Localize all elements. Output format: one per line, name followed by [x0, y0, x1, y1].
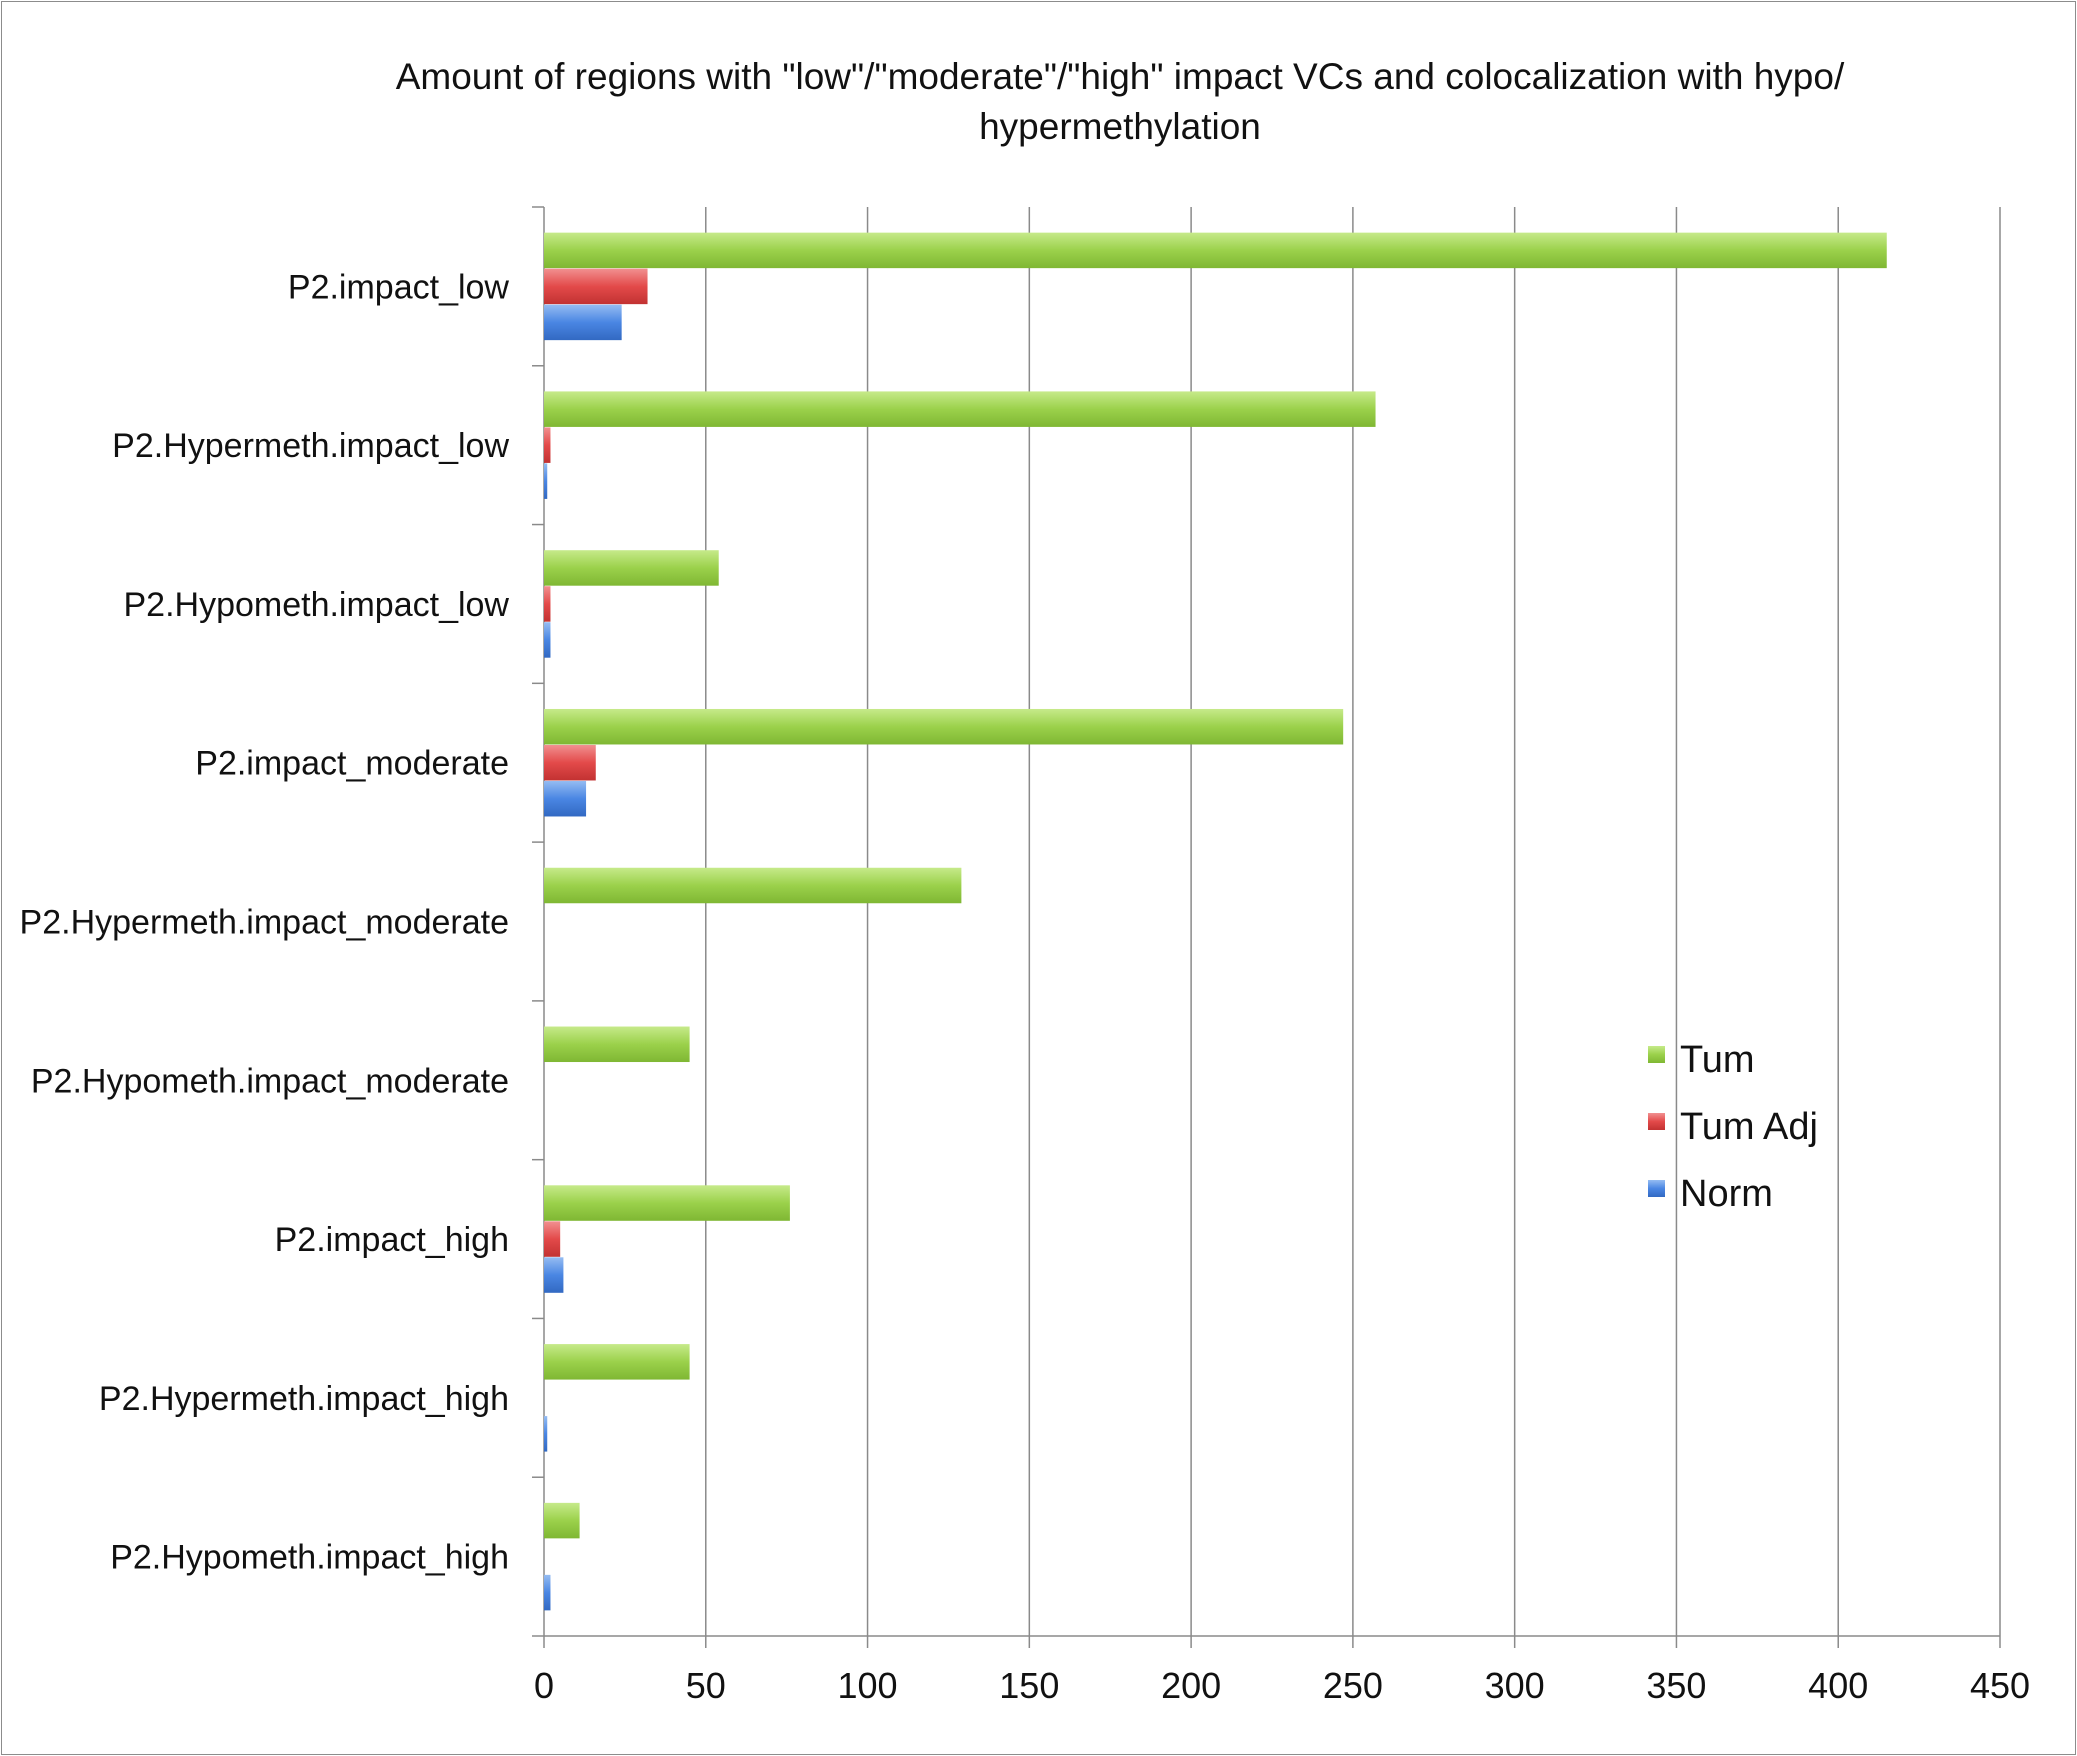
chart-title: Amount of regions with "low"/"moderate"/…: [395, 56, 1845, 147]
bar-norm: [544, 780, 587, 817]
x-tick-label: 0: [534, 1665, 554, 1706]
legend: Tum Tum Adj Norm: [1648, 1039, 1818, 1215]
legend-swatch: [1648, 1180, 1665, 1197]
legend-swatch: [1648, 1113, 1665, 1130]
bar-tum: [544, 1026, 690, 1063]
bar-tum: [544, 391, 1376, 427]
x-tick-label: 250: [1323, 1665, 1383, 1706]
bar-tum: [544, 1185, 790, 1221]
bar-tum: [544, 867, 962, 904]
category-label: P2.Hypometh.impact_low: [123, 586, 509, 624]
x-tick-label: 400: [1808, 1665, 1868, 1706]
category-label: P2.impact_high: [275, 1221, 509, 1259]
bar-norm: [544, 304, 622, 341]
x-tick-label: 350: [1646, 1665, 1706, 1706]
x-tick-label: 200: [1161, 1665, 1221, 1706]
category-label: P2.Hypometh.impact_high: [110, 1539, 509, 1577]
bar-tum-adj: [544, 268, 648, 305]
axis-labels: 0 50 100 150 200 250 300 350 400 450 P2.impact_low…: [20, 268, 2030, 1706]
gridlines: [705, 207, 2001, 1636]
bars: [544, 232, 1887, 1611]
bar-tum: [544, 1344, 690, 1380]
bar-tum: [544, 1502, 580, 1539]
category-label: P2.Hypermeth.impact_moderate: [20, 904, 509, 942]
legend-swatch: [1648, 1046, 1665, 1063]
bar-norm: [544, 1574, 551, 1611]
bar-norm: [544, 622, 551, 658]
legend-label: Tum Adj: [1680, 1106, 1818, 1148]
legend-label: Norm: [1680, 1173, 1773, 1215]
bar-tum-adj: [544, 744, 596, 781]
x-tick-label: 150: [999, 1665, 1059, 1706]
category-label: P2.impact_moderate: [195, 745, 509, 783]
bar-tum-adj: [544, 427, 551, 463]
category-label: P2.impact_low: [288, 268, 510, 306]
bar-tum-adj: [544, 586, 551, 622]
x-tick-label: 50: [686, 1665, 726, 1706]
category-label: P2.Hypermeth.impact_high: [99, 1380, 509, 1418]
category-label: P2.Hypometh.impact_moderate: [31, 1062, 509, 1100]
bar-tum: [544, 708, 1344, 745]
x-tick-label: 300: [1485, 1665, 1545, 1706]
category-label: P2.Hypermeth.impact_low: [112, 427, 509, 465]
bar-norm: [544, 463, 548, 499]
x-tick-label: 100: [838, 1665, 898, 1706]
bar-tum: [544, 232, 1887, 269]
legend-label: Tum: [1680, 1039, 1755, 1081]
bar-tum: [544, 550, 719, 586]
x-tick-label: 450: [1970, 1665, 2030, 1706]
bar-norm: [544, 1416, 548, 1452]
bar-tum-adj: [544, 1221, 561, 1257]
bar-norm: [544, 1257, 564, 1293]
